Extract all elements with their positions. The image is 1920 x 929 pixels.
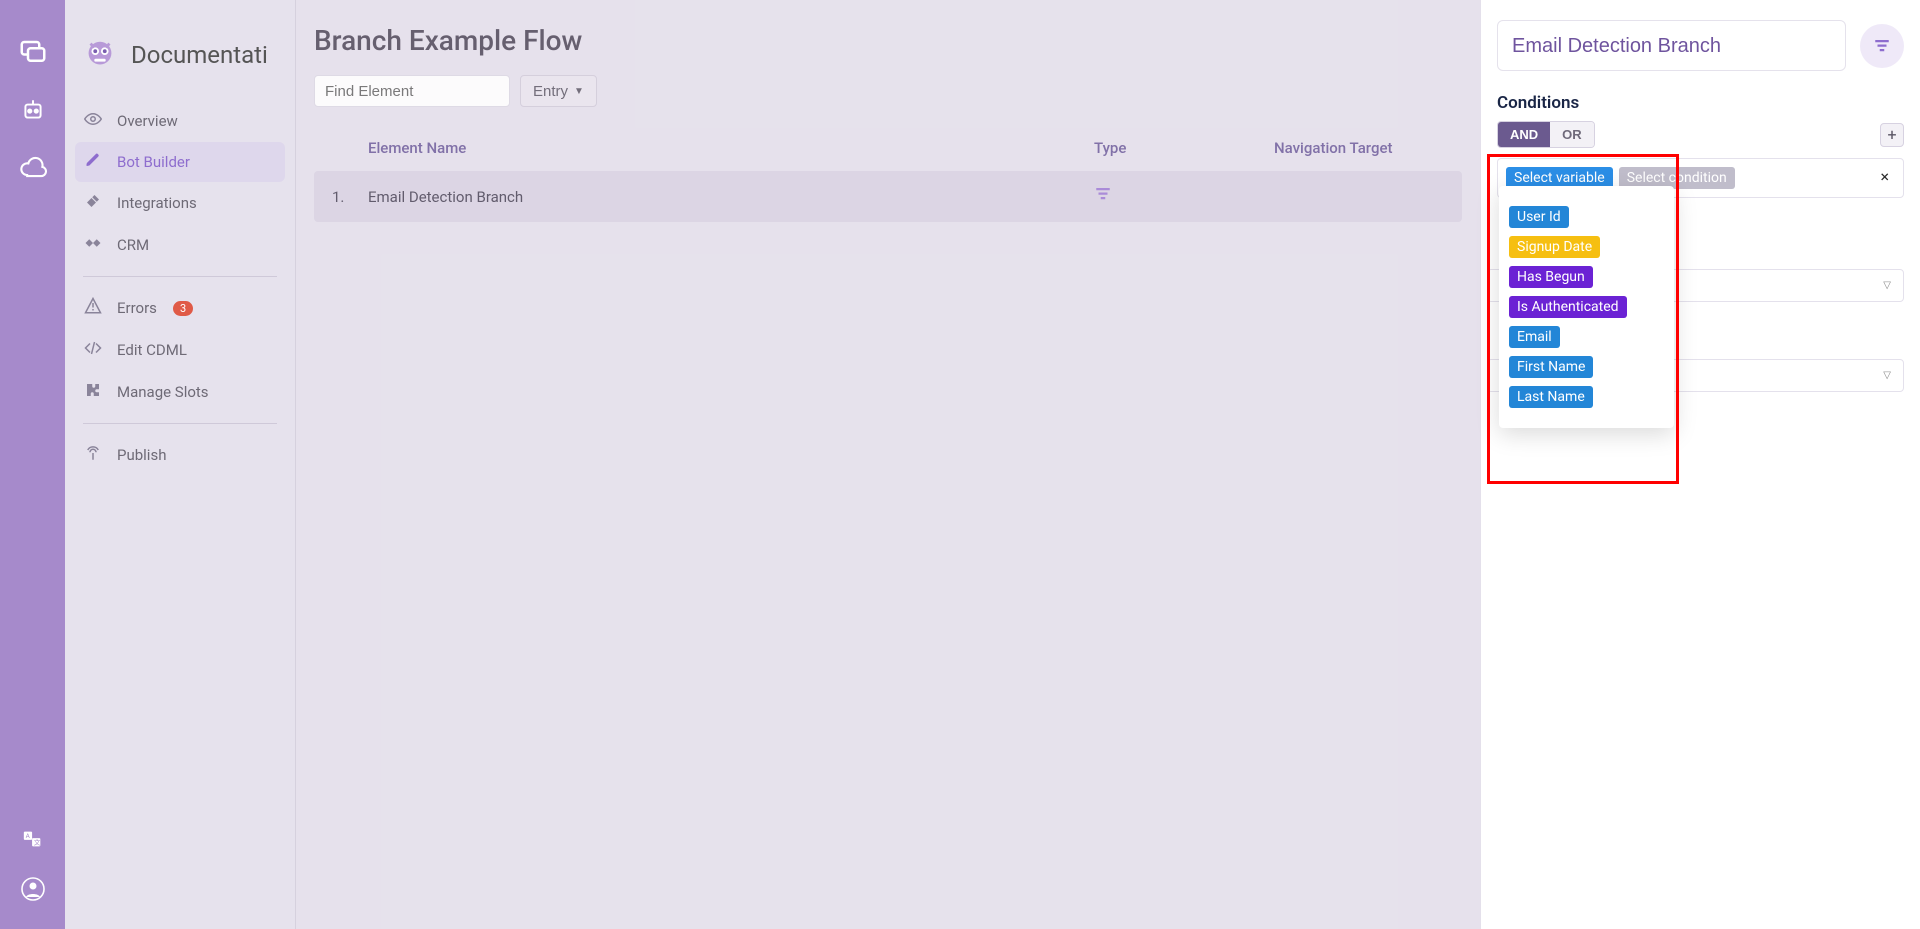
sidebar-item-errors[interactable]: Errors 3 [65,287,295,329]
svg-text:文: 文 [33,838,40,847]
variable-dropdown: User Id Signup Date Has Begun Is Authent… [1499,186,1674,428]
warning-icon [83,297,103,319]
handshake-icon [83,234,103,256]
caret-down-icon: ▽ [1883,370,1891,381]
code-icon [83,339,103,361]
branch-type-icon [1094,185,1274,208]
find-element-input[interactable] [325,83,524,100]
logic-or-button[interactable]: OR [1550,122,1594,147]
sidebar-item-label: Overview [117,112,178,130]
add-condition-button[interactable]: + [1880,123,1904,147]
dropdown-item-last-name[interactable]: Last Name [1509,386,1593,408]
translate-icon[interactable]: A文 [17,823,49,855]
left-rail: A文 [0,0,65,929]
dropdown-item-has-begun[interactable]: Has Begun [1509,266,1593,288]
row-name: Email Detection Branch [368,188,1094,206]
col-type: Type [1094,139,1274,157]
col-navigation-target: Navigation Target [1274,139,1444,157]
sidebar-item-edit-cdml[interactable]: Edit CDML [65,329,295,371]
sidebar-item-label: CRM [117,236,149,254]
cloud-icon[interactable] [17,152,49,184]
controls-row: Entry ▼ [314,75,1462,107]
sidebar-item-label: Edit CDML [117,341,187,359]
find-element-box[interactable] [314,75,510,107]
conditions-label: Conditions [1497,93,1904,113]
dropdown-item-first-name[interactable]: First Name [1509,356,1593,378]
panel-header [1497,20,1904,71]
sidebar-item-manage-slots[interactable]: Manage Slots [65,371,295,413]
entry-label: Entry [533,83,568,100]
main-content: Branch Example Flow Entry ▼ Element Name… [295,0,1480,929]
dropdown-item-is-authenticated[interactable]: Is Authenticated [1509,296,1627,318]
sidebar-title: Documentati [131,41,268,69]
dropdown-item-email[interactable]: Email [1509,326,1560,348]
eye-icon [83,110,103,132]
sidebar-item-publish[interactable]: Publish [65,434,295,476]
logic-row: AND OR + [1497,121,1904,148]
app-logo [81,36,119,74]
sidebar-item-crm[interactable]: CRM [65,224,295,266]
user-icon[interactable] [17,873,49,905]
divider [83,276,277,277]
entry-dropdown[interactable]: Entry ▼ [520,75,597,107]
logic-and-button[interactable]: AND [1498,122,1550,147]
chat-icon[interactable] [17,36,49,68]
sidebar-item-label: Bot Builder [117,153,190,171]
branch-title-input[interactable] [1497,20,1846,71]
sidebar-item-label: Errors [117,299,157,317]
robot-icon[interactable] [17,94,49,126]
right-panel: Conditions AND OR + Select variable Sele… [1480,0,1920,929]
sidebar-item-label: Publish [117,446,166,464]
sidebar-item-label: Integrations [117,194,197,212]
sidebar-item-overview[interactable]: Overview [65,100,295,142]
sidebar: Documentati Overview Bot Builder Integra… [65,0,295,929]
logic-toggle: AND OR [1497,121,1595,148]
errors-badge: 3 [173,301,193,316]
caret-down-icon: ▽ [1883,280,1891,291]
puzzle-icon [83,381,103,403]
plug-icon [83,192,103,214]
sidebar-header: Documentati [65,36,295,100]
dropdown-item-signup-date[interactable]: Signup Date [1509,236,1600,258]
sidebar-item-label: Manage Slots [117,383,209,401]
antenna-icon [83,444,103,466]
table-header: Element Name Type Navigation Target [314,125,1462,171]
branch-icon-button[interactable] [1860,24,1904,68]
divider [83,423,277,424]
branch-title-field[interactable] [1512,35,1831,58]
pencil-icon [83,152,103,172]
dropdown-item-user-id[interactable]: User Id [1509,206,1569,228]
sidebar-item-bot-builder[interactable]: Bot Builder [75,142,285,182]
col-element-name: Element Name [368,139,1094,157]
page-title: Branch Example Flow [314,24,1462,57]
close-icon[interactable]: × [1874,167,1895,186]
sidebar-item-integrations[interactable]: Integrations [65,182,295,224]
table-row[interactable]: 1. Email Detection Branch [314,171,1462,222]
row-index: 1. [332,188,368,206]
chevron-down-icon: ▼ [574,86,584,97]
